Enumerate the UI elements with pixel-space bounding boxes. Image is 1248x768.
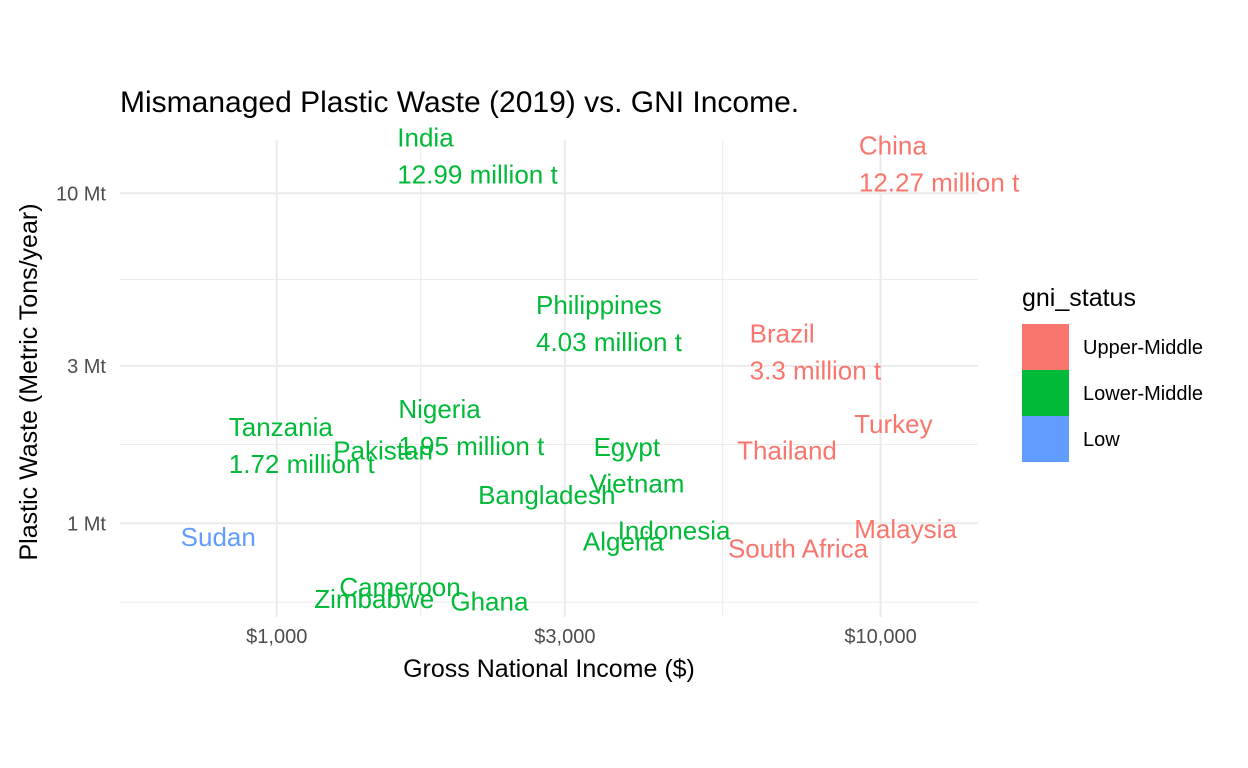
point-label-name: Malaysia bbox=[854, 514, 957, 544]
legend-title: gni_status bbox=[1022, 284, 1136, 312]
point-label-nigeria: Nigeria 1.95 million t bbox=[398, 394, 545, 461]
point-label-vietnam: Vietnam bbox=[590, 468, 685, 498]
y-tick-labels: 1 Mt 3 Mt 10 Mt bbox=[56, 183, 106, 535]
point-label-value: 12.99 million t bbox=[397, 159, 558, 189]
point-label-name: South Africa bbox=[728, 533, 869, 563]
point-label-name: Vietnam bbox=[590, 468, 685, 498]
point-label-name: Pakistan bbox=[333, 436, 433, 466]
y-axis-title: Plastic Waste (Metric Tons/year) bbox=[15, 203, 43, 560]
point-label-ghana: Ghana bbox=[450, 586, 529, 616]
x-tick-label: $3,000 bbox=[534, 626, 595, 648]
point-label-name: Zimbabwe bbox=[314, 584, 434, 614]
point-label-value: 12.27 million t bbox=[859, 167, 1020, 197]
point-label-indonesia: Indonesia bbox=[618, 516, 731, 546]
point-label-south-africa: South Africa bbox=[728, 533, 869, 563]
point-label-value: 1.95 million t bbox=[398, 431, 545, 461]
legend: gni_status Upper-Middle Lower-Middle Low bbox=[1022, 284, 1203, 462]
point-label-turkey: Turkey bbox=[854, 409, 933, 439]
point-label-name: Indonesia bbox=[618, 516, 731, 546]
point-label-china: China 12.27 million t bbox=[859, 130, 1020, 197]
point-label-bangladesh: Bangladesh bbox=[478, 480, 615, 510]
point-label-value: 3.3 million t bbox=[750, 356, 882, 386]
point-label-name: Bangladesh bbox=[478, 480, 615, 510]
point-label-egypt: Egypt bbox=[594, 432, 661, 462]
point-label-philippines: Philippines 4.03 million t bbox=[536, 290, 683, 357]
point-label-tanzania: Tanzania 1.72 million t bbox=[229, 412, 376, 479]
point-label-pakistan: Pakistan bbox=[333, 436, 433, 466]
point-label-name: Sudan bbox=[181, 522, 256, 552]
point-label-name: Brazil bbox=[750, 319, 815, 349]
point-label-malaysia: Malaysia bbox=[854, 514, 957, 544]
point-label-name: Algeria bbox=[583, 527, 664, 557]
legend-key bbox=[1022, 324, 1069, 370]
point-label-name: Turkey bbox=[854, 409, 933, 439]
point-label-name: Nigeria bbox=[398, 394, 481, 424]
point-label-zimbabwe: Zimbabwe bbox=[314, 584, 434, 614]
legend-key bbox=[1022, 416, 1069, 462]
point-label-value: 4.03 million t bbox=[536, 327, 683, 357]
point-labels: India 12.99 million t China 12.27 million t… bbox=[181, 122, 1020, 616]
legend-label: Upper-Middle bbox=[1083, 337, 1203, 359]
x-tick-label: $1,000 bbox=[246, 626, 307, 648]
point-label-thailand: Thailand bbox=[737, 436, 837, 466]
grid-major bbox=[120, 140, 978, 617]
point-label-brazil: Brazil 3.3 million t bbox=[750, 319, 882, 386]
grid-minor bbox=[120, 140, 978, 617]
point-label-name: China bbox=[859, 130, 927, 160]
point-label-name: Cameroon bbox=[339, 572, 460, 602]
point-label-name: Ghana bbox=[450, 586, 529, 616]
point-label-name: India bbox=[397, 122, 454, 152]
legend-label: Lower-Middle bbox=[1083, 383, 1203, 405]
point-label-algeria: Algeria bbox=[583, 527, 664, 557]
x-tick-labels: $1,000 $3,000 $10,000 bbox=[246, 626, 917, 648]
point-label-name: Philippines bbox=[536, 290, 662, 320]
point-label-name: Thailand bbox=[737, 436, 837, 466]
x-tick-label: $10,000 bbox=[844, 626, 916, 648]
point-label-name: Tanzania bbox=[229, 412, 334, 442]
x-axis-title: Gross National Income ($) bbox=[403, 655, 695, 683]
legend-label: Low bbox=[1083, 429, 1120, 451]
y-tick-label: 3 Mt bbox=[67, 356, 106, 378]
chart-title: Mismanaged Plastic Waste (2019) vs. GNI … bbox=[120, 86, 799, 119]
point-label-value: 1.72 million t bbox=[229, 449, 376, 479]
point-label-name: Egypt bbox=[594, 432, 661, 462]
point-label-sudan: Sudan bbox=[181, 522, 256, 552]
legend-entries: Upper-Middle Lower-Middle Low bbox=[1022, 324, 1203, 462]
point-label-india: India 12.99 million t bbox=[397, 122, 558, 189]
legend-key bbox=[1022, 370, 1069, 416]
y-tick-label: 1 Mt bbox=[67, 513, 106, 535]
point-label-cameroon: Cameroon bbox=[339, 572, 460, 602]
y-tick-label: 10 Mt bbox=[56, 183, 106, 205]
